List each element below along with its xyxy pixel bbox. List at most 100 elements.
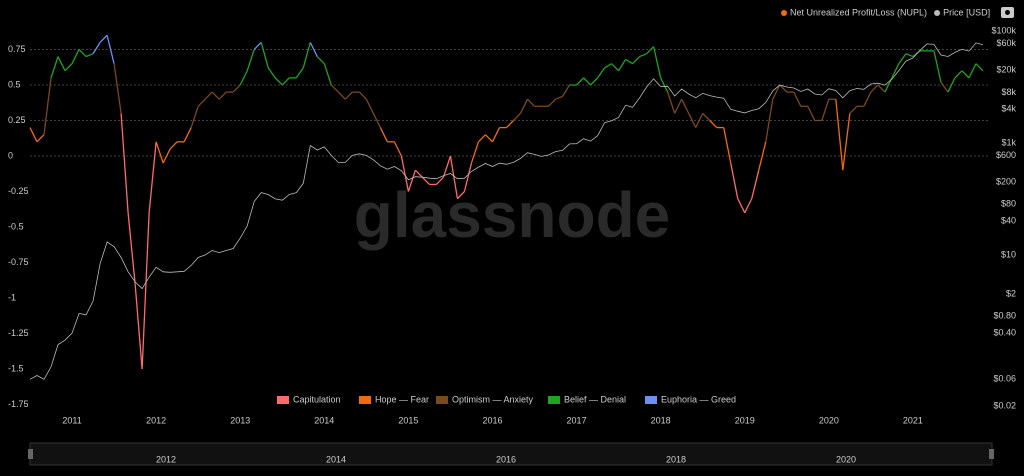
y-tick-label: -1.5 [8,363,24,373]
price-line [29,42,984,380]
x-tick-label: 2020 [819,415,839,425]
navigator-label: 2020 [836,454,856,464]
nupl-segment [940,81,949,93]
nupl-segment [737,198,746,214]
nupl-segment [519,98,529,114]
nupl-segment [316,56,325,65]
legend-label[interactable]: Price [USD] [943,7,990,17]
legend-label[interactable]: Net Unrealized Profit/Loss (NUPL) [790,7,927,17]
nupl-segment [709,120,718,129]
y2-tick-label: $20k [996,65,1016,75]
nupl-segment [968,63,977,79]
nupl-segment [29,127,38,143]
nupl-segment [618,59,627,72]
nupl-segment [660,77,669,93]
nupl-segment [239,70,248,86]
navigator-handle[interactable] [989,449,994,459]
navigator-label: 2012 [156,454,176,464]
screenshot-lens [1005,10,1010,15]
nupl-segment [506,120,514,129]
nupl-segment [127,212,136,284]
zone-legend-swatch [645,396,657,404]
nupl-segment [849,105,858,114]
nupl-segment [309,42,318,57]
y-tick-label: 0.5 [8,79,21,89]
nupl-segment [772,84,781,100]
y-tick-label: 0 [8,150,13,160]
legend-marker [781,10,787,16]
nupl-segment [835,99,844,171]
nupl-segment [870,84,879,93]
y2-tick-label: $60k [996,38,1016,48]
nupl-segment [758,141,767,171]
nupl-segment [646,46,655,55]
y2-tick-label: $8k [1001,87,1016,97]
nupl-segment [842,113,851,171]
nupl-segment [674,98,683,114]
nupl-segment [779,84,788,93]
zone-legend-label: Belief — Denial [564,394,626,404]
watermark: glassnode [354,179,671,251]
nupl-segment [218,91,227,100]
nupl-segment [36,134,45,143]
nupl-segment [555,95,563,100]
y-tick-label: -1.75 [8,399,29,409]
y2-tick-label: $0.06 [993,374,1016,384]
y2-tick-label: $80 [1001,199,1016,209]
nupl-segment [611,63,620,72]
nupl-segment [632,56,641,65]
nupl-segment [134,283,143,370]
nupl-segment [85,53,94,58]
nupl-segment [113,63,122,114]
nupl-segment [365,98,374,114]
y2-tick-label: $40 [1001,216,1016,226]
nupl-segment [877,84,886,93]
nupl-segment [190,106,199,128]
x-tick-label: 2021 [903,415,923,425]
nupl-segment [393,141,402,157]
nupl-segment [807,105,816,121]
nupl-segment [344,91,353,100]
nupl-segment [653,46,662,79]
nupl-segment [379,127,388,143]
x-tick-label: 2011 [62,415,81,425]
nupl-segment [204,91,213,100]
nupl-segment [491,127,501,143]
nupl-segment [421,176,430,185]
nupl-segment [267,67,276,79]
nupl-segment [99,34,108,43]
zone-legend-swatch [277,396,289,404]
nupl-segment [744,198,753,214]
nupl-segment [751,170,760,199]
nupl-segment [281,77,290,86]
nupl-segment [323,63,332,86]
y-tick-label: 0.25 [8,115,26,125]
y-tick-label: -1.25 [8,328,29,338]
y2-tick-label: $0.80 [993,311,1016,321]
y-tick-label: -0.5 [8,221,24,231]
nupl-segment [183,127,192,143]
nupl-segment [253,41,262,50]
x-tick-label: 2019 [735,415,755,425]
nupl-segment [71,49,80,64]
nupl-segment [688,113,697,128]
nupl-segment [576,77,585,86]
y2-tick-label: $100k [991,25,1016,35]
nupl-segment [548,98,557,107]
zone-legend-swatch [436,396,448,404]
nupl-segment [442,155,452,178]
nupl-segment [681,98,690,114]
nupl-segment [295,67,304,79]
nupl-segment [463,162,473,192]
y2-tick-label: $200 [996,176,1016,186]
y2-tick-label: $2 [1006,288,1016,298]
navigator-handle[interactable] [28,449,33,459]
nupl-segment [64,63,73,72]
nupl-segment [92,42,101,55]
zone-legend-label: Euphoria — Greed [661,394,736,404]
nupl-segment [702,112,711,121]
nupl-segment [597,67,606,79]
nupl-segment [933,50,942,83]
zone-legend-label: Hope — Fear [375,394,429,404]
nupl-segment [155,141,164,164]
